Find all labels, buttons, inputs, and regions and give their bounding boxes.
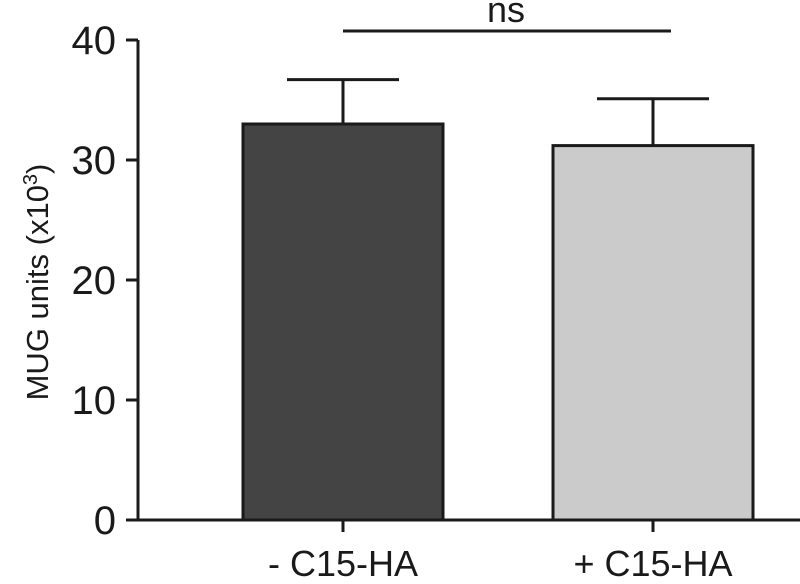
bar xyxy=(551,144,755,522)
x-tick-label: + C15-HA xyxy=(573,543,732,584)
y-tick-label: 0 xyxy=(94,499,116,543)
x-tick-label: - C15-HA xyxy=(268,543,418,584)
y-axis-label-close: ) xyxy=(20,164,55,174)
significance-annotation: ns xyxy=(343,0,671,33)
bar xyxy=(241,122,445,522)
y-tick-label: 10 xyxy=(72,379,117,423)
y-axis-label-exponent: 3 xyxy=(20,174,42,185)
bars xyxy=(241,122,755,522)
y-tick-label: 30 xyxy=(72,139,117,183)
y-axis-label: MUG units (x103) xyxy=(20,164,55,401)
y-tick-label: 40 xyxy=(72,19,117,63)
x-axis: - C15-HA + C15-HA xyxy=(136,518,800,584)
y-axis-label-main: MUG units (x10 xyxy=(20,185,55,400)
y-axis: 0 10 20 30 40 xyxy=(72,19,140,543)
significance-label: ns xyxy=(487,0,525,30)
error-bars xyxy=(287,78,709,146)
y-tick-label: 20 xyxy=(72,259,117,303)
